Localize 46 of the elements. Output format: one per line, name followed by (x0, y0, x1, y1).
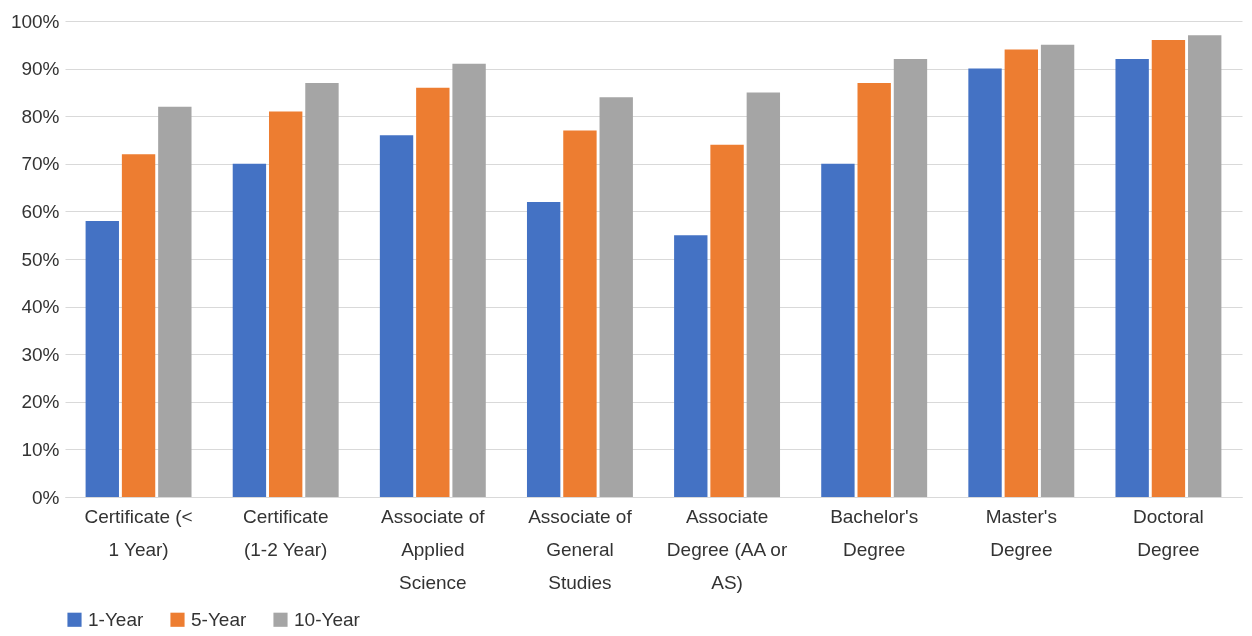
legend-label: 1-Year (88, 608, 144, 630)
bar (85, 220, 119, 497)
bar (305, 82, 339, 497)
bar (232, 163, 267, 497)
x-tick-label: Certificate (< 1 Year) (84, 505, 193, 560)
x-tick-label: Associate of General Studies (528, 505, 633, 593)
x-tick-label: Associate of Applied Science (381, 505, 486, 593)
bar (710, 144, 744, 497)
bar (1040, 44, 1075, 497)
x-tick-label: Certificate (1-2 Year) (242, 505, 329, 560)
bar (563, 130, 597, 497)
x-tick-label: Associate Degree (AA or AS) (666, 505, 788, 593)
y-tick-label: 0% (32, 486, 60, 508)
bar (158, 106, 192, 497)
bar (121, 154, 156, 497)
y-tick-label: 60% (21, 200, 60, 222)
bar (452, 63, 486, 497)
y-tick-label: 70% (21, 153, 60, 175)
y-tick-label: 40% (21, 296, 60, 318)
y-tick-label: 80% (21, 105, 60, 127)
bar (1151, 40, 1186, 497)
y-tick-label: 10% (21, 438, 60, 460)
y-tick-label: 100% (10, 10, 60, 32)
x-tick-label: Bachelor's Degree (830, 505, 919, 560)
bar (857, 82, 891, 497)
legend-label: 5-Year (191, 608, 247, 630)
y-tick-label: 90% (21, 58, 60, 80)
bar (1115, 59, 1149, 497)
bar (526, 201, 561, 497)
bar (821, 163, 855, 497)
x-tick-label: Master's Degree (985, 505, 1057, 560)
bar (674, 235, 708, 497)
bar (968, 68, 1002, 497)
x-tick-label: Doctoral Degree (1133, 505, 1204, 560)
y-tick-label: 30% (21, 343, 60, 365)
bar (599, 97, 633, 497)
bar (746, 92, 781, 497)
legend-label: 10-Year (294, 608, 361, 630)
bar (1188, 35, 1222, 497)
bar (893, 59, 928, 497)
y-tick-label: 20% (21, 391, 60, 413)
bar (1004, 49, 1038, 497)
bar (269, 111, 303, 497)
bar (416, 87, 450, 497)
bar (379, 135, 414, 497)
y-tick-label: 50% (21, 248, 60, 270)
